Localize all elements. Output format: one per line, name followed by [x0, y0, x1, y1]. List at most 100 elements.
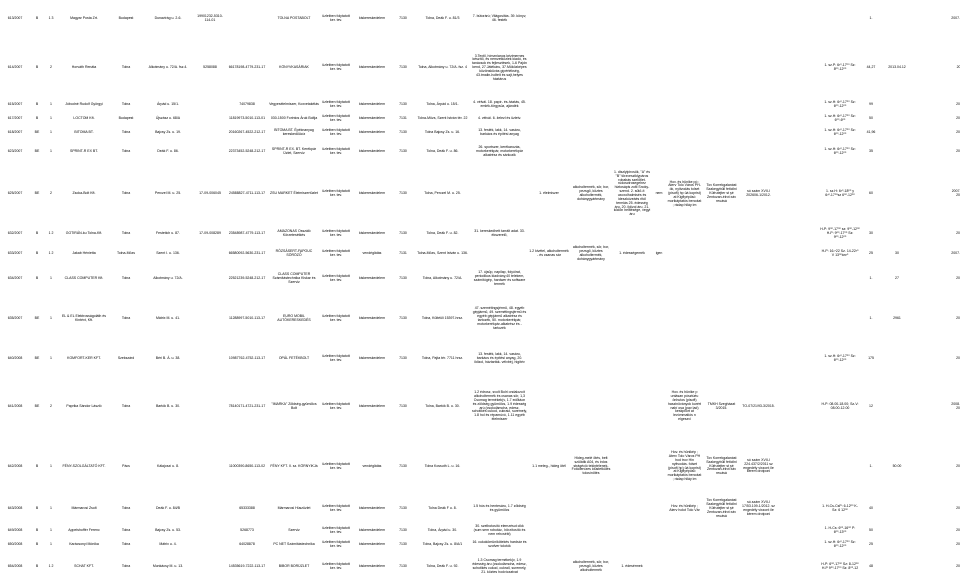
table-cell: 1. sz.H: 6³⁰-17⁰⁰ Sz: 6⁰⁰-12⁰⁰ — [819, 126, 861, 140]
table-cell: Pács — [110, 439, 142, 494]
table-cell: 1 — [44, 98, 58, 112]
table-cell: Mátrix u. 4. — [142, 538, 194, 552]
table-cell: 2007. — [947, 126, 960, 140]
table-cell: Tolna — [110, 98, 142, 112]
table-row: 650/2008B1Karácsonyi MónikaTolnaMátrix u… — [0, 538, 960, 552]
table-cell — [612, 0, 652, 38]
table-cell — [930, 264, 947, 294]
table-cell: üzletben folytatott ker. tev. — [320, 224, 352, 244]
table-cell — [194, 344, 226, 374]
table-cell: H-P: 08.00-18.00; Sz-V: 08.00-12.00 — [819, 374, 861, 439]
table-cell: 25 — [861, 538, 881, 552]
table-cell: 1 — [44, 112, 58, 126]
table-cell — [913, 224, 930, 244]
table-row: 618/2007BE1BITOMA BT.TolnaBajcsy Zs. u. … — [0, 126, 960, 140]
table-cell — [570, 524, 612, 538]
table-cell — [881, 0, 913, 38]
table-cell: Deák F. u. 86. — [142, 140, 194, 164]
table-cell: 64028878 — [226, 538, 268, 552]
table-cell: Béri B. Á. u. 38. — [142, 344, 194, 374]
table-cell — [930, 374, 947, 439]
table-cell: 24588827-4711-113-17 — [226, 164, 268, 224]
table-cell — [777, 0, 819, 38]
table-cell: 2007. 2009. — [947, 244, 960, 264]
table-cell: só.szám XVII-I 17/53.109-1/2012. sz enge… — [740, 494, 777, 524]
table-cell: Deák F. u. 84/B — [142, 494, 194, 524]
table-cell: 1. diszlylpircsök, "A" és "B" törzveszik… — [612, 164, 652, 224]
table-cell — [930, 0, 947, 38]
table-cell — [703, 538, 740, 552]
table-cell — [666, 140, 703, 164]
table-cell: 618/2007 — [0, 126, 30, 140]
table-cell — [913, 494, 930, 524]
table-cell: Perczel M. u. 25. — [142, 164, 194, 224]
table-cell: kiskereskedelem — [352, 374, 392, 439]
table-cell: 2013.04.12 — [881, 38, 913, 98]
table-cell — [612, 439, 652, 494]
table-cell — [881, 140, 913, 164]
table-cell: Tov Korrekgalanást Szakegybüll feticilni… — [703, 494, 740, 524]
table-cell: Kálajoszí u. 8. — [142, 439, 194, 494]
table-cell: 614/2007 — [0, 38, 30, 98]
table-cell: üzletben folytatott ker. tev. — [320, 264, 352, 294]
table-cell — [913, 112, 930, 126]
table-cell — [881, 98, 913, 112]
table-cell: vendéglátás — [352, 244, 392, 264]
table-cell: 2 — [44, 374, 58, 439]
table-cell: üzletben folytatott ker. tev. — [320, 552, 352, 582]
table-cell: üzletben folytatott ker. tev. — [320, 0, 352, 38]
table-cell: Tolna, Deák F. u. 82. — [414, 224, 471, 244]
table-cell — [528, 140, 570, 164]
table-cell: 617/2007 — [0, 112, 30, 126]
table-cell — [666, 538, 703, 552]
table-cell — [703, 224, 740, 244]
table-cell — [740, 224, 777, 244]
table-cell — [471, 244, 528, 264]
table-cell: üzletben folytatott ker. tev. — [320, 98, 352, 112]
table-cell: 50 — [861, 112, 881, 126]
table-cell — [777, 264, 819, 294]
table-cell — [652, 126, 666, 140]
table-cell — [881, 224, 913, 244]
table-cell: 2961 — [881, 294, 913, 344]
table-cell: B — [30, 112, 44, 126]
table-cell — [930, 164, 947, 224]
table-cell: 1. sz.H: 6³⁰-17⁰⁰ Sz: 6⁰⁰-6⁰⁰ — [819, 112, 861, 126]
table-cell — [930, 126, 947, 140]
table-cell — [881, 112, 913, 126]
table-cell: 2 — [44, 164, 58, 224]
table-cell: 4. vélvái. 6. železl és üzletv. — [471, 112, 528, 126]
table-cell — [528, 294, 570, 344]
table-cell: kiskereskedelem — [352, 494, 392, 524]
table-cell: BIBOR BORÜZLET — [268, 552, 320, 582]
table-cell — [194, 494, 226, 524]
table-cell — [703, 244, 740, 264]
table-cell: H-P: 9⁰⁰-17⁰⁰ sz: 9⁰⁰-12⁰⁰ H-P: 9⁰⁰-17⁰⁰… — [819, 224, 861, 244]
table-cell — [930, 244, 947, 264]
table-cell: üzletben folytatott ker. tev. — [320, 294, 352, 344]
table-cell — [703, 126, 740, 140]
table-cell: Tolna, Deák F. u. 81/3 — [414, 0, 471, 38]
table-cell — [913, 439, 930, 494]
table-cell: BE — [30, 344, 44, 374]
table-cell — [652, 224, 666, 244]
table-cell: 030-1500 Forintos Áruk Boltja — [268, 112, 320, 126]
table-cell: B — [30, 0, 44, 38]
table-cell — [740, 112, 777, 126]
table-cell: 1 2 — [44, 244, 58, 264]
table-cell: 74079838 — [226, 98, 268, 112]
table-cell: 1 2 — [44, 552, 58, 582]
table-cell — [652, 38, 666, 98]
table-cell: 7130 — [392, 538, 414, 552]
table-cell: Tolna — [110, 494, 142, 524]
table-cell — [570, 0, 612, 38]
table-cell: kiskereskedelem — [352, 344, 392, 374]
table-cell: 14535619-7222-113-17 — [226, 552, 268, 582]
table-cell — [612, 374, 652, 439]
table-cell — [930, 294, 947, 344]
table-cell: 50.00 — [881, 439, 913, 494]
table-cell — [666, 294, 703, 344]
table-cell: B — [30, 38, 44, 98]
table-cell: só szám XVII-I 202606-1/2012. — [740, 164, 777, 224]
table-cell: 2008. 2015. 2008. — [947, 374, 960, 439]
